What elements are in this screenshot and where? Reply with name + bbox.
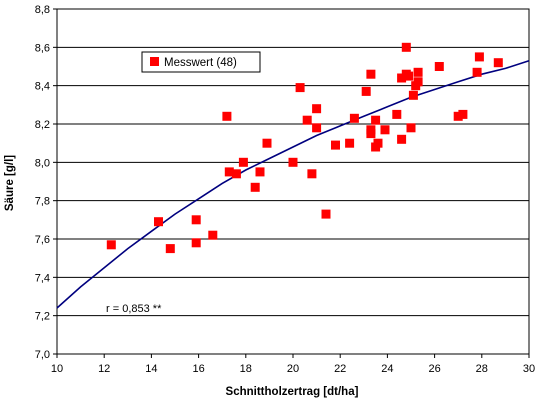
y-tick-label: 8,6	[35, 42, 50, 54]
data-point	[373, 138, 383, 148]
data-point	[411, 81, 421, 91]
data-point	[312, 104, 322, 114]
trend-line	[56, 60, 530, 309]
legend-label: Messwert (48)	[164, 57, 237, 69]
x-tick-label: 14	[145, 363, 157, 375]
x-tick-label: 30	[523, 363, 535, 375]
x-tick-label: 20	[287, 363, 299, 375]
data-point	[413, 67, 423, 77]
data-point	[408, 90, 418, 100]
data-point	[231, 169, 241, 179]
data-point	[366, 129, 376, 139]
x-tick-label: 26	[428, 363, 440, 375]
data-point	[312, 123, 322, 133]
data-point	[288, 157, 298, 167]
data-point	[361, 86, 371, 96]
data-point	[401, 42, 411, 52]
data-point	[255, 167, 265, 177]
legend-marker	[150, 57, 159, 66]
x-tick-label: 16	[192, 363, 204, 375]
data-point	[295, 83, 305, 93]
data-point	[191, 238, 201, 248]
y-tick-label: 7,0	[35, 349, 50, 361]
data-point	[392, 109, 402, 119]
data-point	[262, 138, 272, 148]
x-tick-label: 24	[381, 363, 393, 375]
data-point	[302, 115, 312, 125]
data-point	[331, 140, 340, 150]
data-point	[224, 167, 234, 177]
data-point	[191, 215, 201, 225]
x-axis-title: Schnittholzertrag [dt/ha]	[226, 386, 359, 398]
data-point	[321, 209, 331, 219]
y-tick-label: 8,0	[35, 157, 50, 169]
data-point	[472, 67, 482, 77]
data-point	[453, 111, 463, 121]
x-tick-label: 12	[98, 363, 110, 375]
trendline-group	[56, 60, 530, 309]
data-point	[345, 138, 355, 148]
data-point	[404, 71, 414, 81]
data-point	[406, 123, 416, 133]
data-point	[434, 62, 444, 71]
y-tick-label: 8,4	[35, 81, 50, 93]
correlation-annotation: r = 0,853 **	[106, 303, 162, 315]
data-point	[222, 111, 232, 121]
y-tick-label: 7,6	[35, 234, 50, 246]
x-tick-label: 22	[334, 363, 346, 375]
y-tick-label: 7,2	[35, 311, 50, 323]
data-point	[474, 52, 484, 62]
y-tick-label: 8,2	[35, 119, 50, 131]
axes	[53, 8, 530, 358]
data-point	[165, 244, 175, 254]
y-axis-title: Säure [g/l]	[4, 155, 16, 211]
data-point	[349, 113, 359, 123]
data-point	[493, 58, 503, 68]
data-point	[307, 169, 317, 179]
y-tick-label: 8,8	[35, 4, 50, 16]
data-point	[366, 69, 376, 79]
data-point	[238, 157, 248, 167]
data-point	[397, 134, 407, 144]
y-tick-label: 7,8	[35, 196, 50, 208]
legend: Messwert (48)	[141, 51, 261, 73]
data-points	[106, 42, 503, 254]
data-point	[371, 115, 381, 125]
data-point	[397, 73, 407, 83]
tick-labels: 7,0 7,2 7,4 7,6 7,8 8,0 8,2 8,4 8,6 8,8 10 12 14 16 18…	[35, 4, 535, 375]
data-point	[380, 125, 390, 135]
x-tick-label: 28	[476, 363, 488, 375]
x-tick-label: 10	[51, 363, 63, 375]
data-point	[458, 109, 468, 119]
data-point	[208, 230, 218, 240]
legend-box	[141, 51, 261, 73]
data-point	[154, 217, 163, 227]
x-tick-label: 18	[240, 363, 252, 375]
y-tick-label: 7,4	[35, 272, 50, 284]
data-point	[250, 182, 260, 192]
data-point	[106, 240, 116, 250]
